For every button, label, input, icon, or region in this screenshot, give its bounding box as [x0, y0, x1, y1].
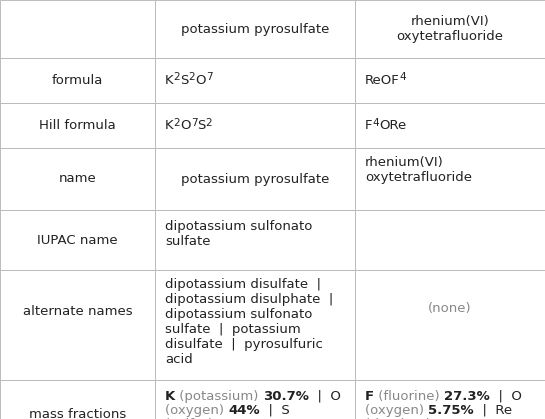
Text: |  O: | O	[309, 390, 341, 403]
Text: (none): (none)	[428, 302, 472, 315]
Bar	[355, 380, 545, 419]
Bar	[0, 103, 155, 148]
Text: F: F	[365, 390, 374, 403]
Bar	[155, 148, 355, 210]
Text: F: F	[365, 119, 372, 132]
Bar	[0, 0, 155, 58]
Bar	[0, 210, 155, 270]
Bar	[355, 210, 545, 270]
Text: |  Re: | Re	[474, 404, 512, 417]
Text: (fluorine): (fluorine)	[374, 390, 444, 403]
Bar	[155, 58, 355, 103]
Text: 7: 7	[191, 117, 197, 127]
Text: O: O	[180, 119, 191, 132]
Bar	[355, 148, 545, 210]
Text: ReOF: ReOF	[365, 74, 399, 87]
Bar	[0, 270, 155, 380]
Text: (sulfur): (sulfur)	[165, 418, 217, 419]
Text: IUPAC name: IUPAC name	[37, 233, 118, 246]
Text: O: O	[195, 74, 206, 87]
Text: potassium pyrosulfate: potassium pyrosulfate	[181, 173, 329, 186]
Text: rhenium(VI)
oxytetrafluoride: rhenium(VI) oxytetrafluoride	[397, 15, 504, 43]
Text: 25.2%: 25.2%	[217, 418, 263, 419]
Text: ORe: ORe	[379, 119, 407, 132]
Text: (oxygen): (oxygen)	[365, 404, 428, 417]
Bar	[155, 103, 355, 148]
Text: mass fractions: mass fractions	[29, 408, 126, 419]
Text: 44%: 44%	[228, 404, 260, 417]
Bar	[355, 58, 545, 103]
Text: 4: 4	[399, 72, 407, 83]
Text: 27.3%: 27.3%	[444, 390, 490, 403]
Bar	[355, 0, 545, 58]
Text: S: S	[180, 74, 189, 87]
Text: 2: 2	[206, 117, 213, 127]
Text: S: S	[197, 119, 206, 132]
Bar	[155, 380, 355, 419]
Bar	[0, 148, 155, 210]
Bar	[155, 270, 355, 380]
Text: K: K	[165, 390, 175, 403]
Text: (potassium): (potassium)	[175, 390, 263, 403]
Text: 5.75%: 5.75%	[428, 404, 474, 417]
Text: rhenium(VI)
oxytetrafluoride: rhenium(VI) oxytetrafluoride	[365, 156, 472, 184]
Text: 30.7%: 30.7%	[263, 390, 309, 403]
Text: potassium pyrosulfate: potassium pyrosulfate	[181, 23, 329, 36]
Bar	[0, 380, 155, 419]
Text: name: name	[59, 173, 96, 186]
Text: K: K	[165, 74, 174, 87]
Text: formula: formula	[52, 74, 103, 87]
Text: |  O: | O	[490, 390, 522, 403]
Text: 2: 2	[189, 72, 195, 83]
Bar	[0, 58, 155, 103]
Bar	[355, 103, 545, 148]
Text: (oxygen): (oxygen)	[165, 404, 228, 417]
Text: 66.9%: 66.9%	[435, 418, 481, 419]
Bar	[155, 0, 355, 58]
Text: 4: 4	[372, 117, 379, 127]
Text: dipotassium sulfonato
sulfate: dipotassium sulfonato sulfate	[165, 220, 312, 248]
Text: alternate names: alternate names	[23, 305, 132, 318]
Text: 7: 7	[206, 72, 213, 83]
Text: Hill formula: Hill formula	[39, 119, 116, 132]
Bar	[355, 270, 545, 380]
Text: 2: 2	[174, 72, 180, 83]
Text: |  S: | S	[260, 404, 289, 417]
Text: K: K	[165, 119, 174, 132]
Text: (rhenium): (rhenium)	[365, 418, 435, 419]
Text: 2: 2	[174, 117, 180, 127]
Text: dipotassium disulfate  |
dipotassium disulphate  |
dipotassium sulfonato
sulfate: dipotassium disulfate | dipotassium disu…	[165, 278, 333, 366]
Bar	[155, 210, 355, 270]
